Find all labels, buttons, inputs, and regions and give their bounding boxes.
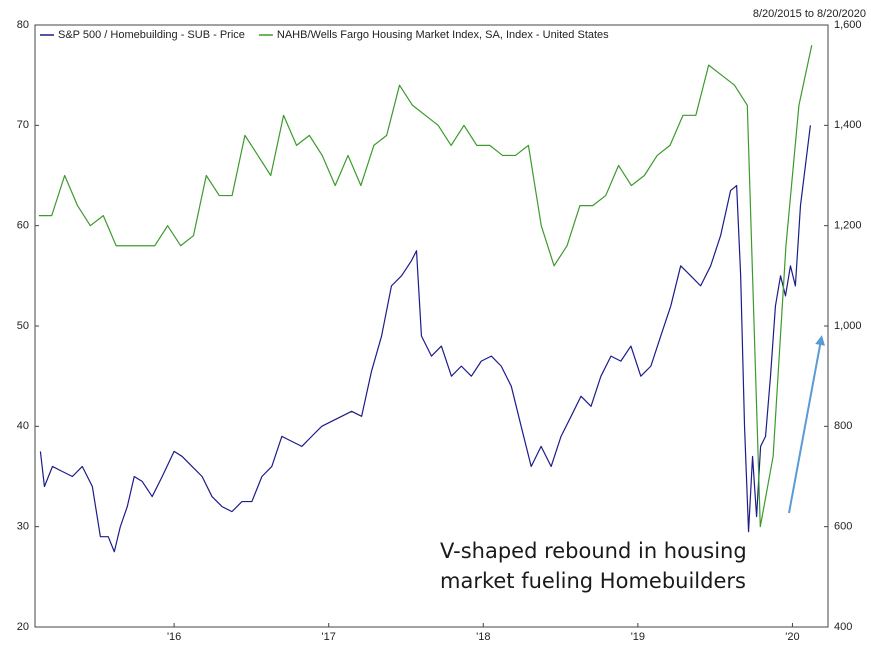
annotation: V-shaped rebound in housing (440, 539, 747, 563)
y2-tick-label: 400 (834, 621, 852, 633)
y2-tick-label: 600 (834, 521, 852, 533)
y2-tick-label: 1,600 (834, 19, 862, 31)
y-tick-label: 40 (17, 420, 29, 432)
x-tick-label: '20 (785, 631, 799, 643)
y2-tick-label: 1,400 (834, 119, 862, 131)
y-tick-label: 70 (17, 119, 29, 131)
legend-label: NAHB/Wells Fargo Housing Market Index, S… (277, 29, 609, 41)
series-line (38, 44, 813, 528)
date-range: 8/20/2015 to 8/20/2020 (753, 8, 866, 20)
x-tick-label: '19 (631, 631, 645, 643)
annotation: market fueling Homebuilders (440, 569, 746, 593)
y-tick-label: 80 (17, 19, 29, 31)
y2-tick-label: 800 (834, 420, 852, 432)
x-tick-label: '17 (322, 631, 336, 643)
series-line (39, 125, 811, 553)
y2-tick-label: 1,000 (834, 320, 862, 332)
x-tick-label: '16 (167, 631, 181, 643)
y-tick-label: 50 (17, 320, 29, 332)
y-tick-label: 60 (17, 220, 29, 232)
plot-frame (34, 24, 829, 628)
x-tick-label: '18 (476, 631, 490, 643)
legend-label: S&P 500 / Homebuilding - SUB - Price (58, 29, 245, 41)
y-tick-label: 30 (17, 521, 29, 533)
y2-tick-label: 1,200 (834, 220, 862, 232)
arrow (788, 335, 826, 514)
y-tick-label: 20 (17, 621, 29, 633)
